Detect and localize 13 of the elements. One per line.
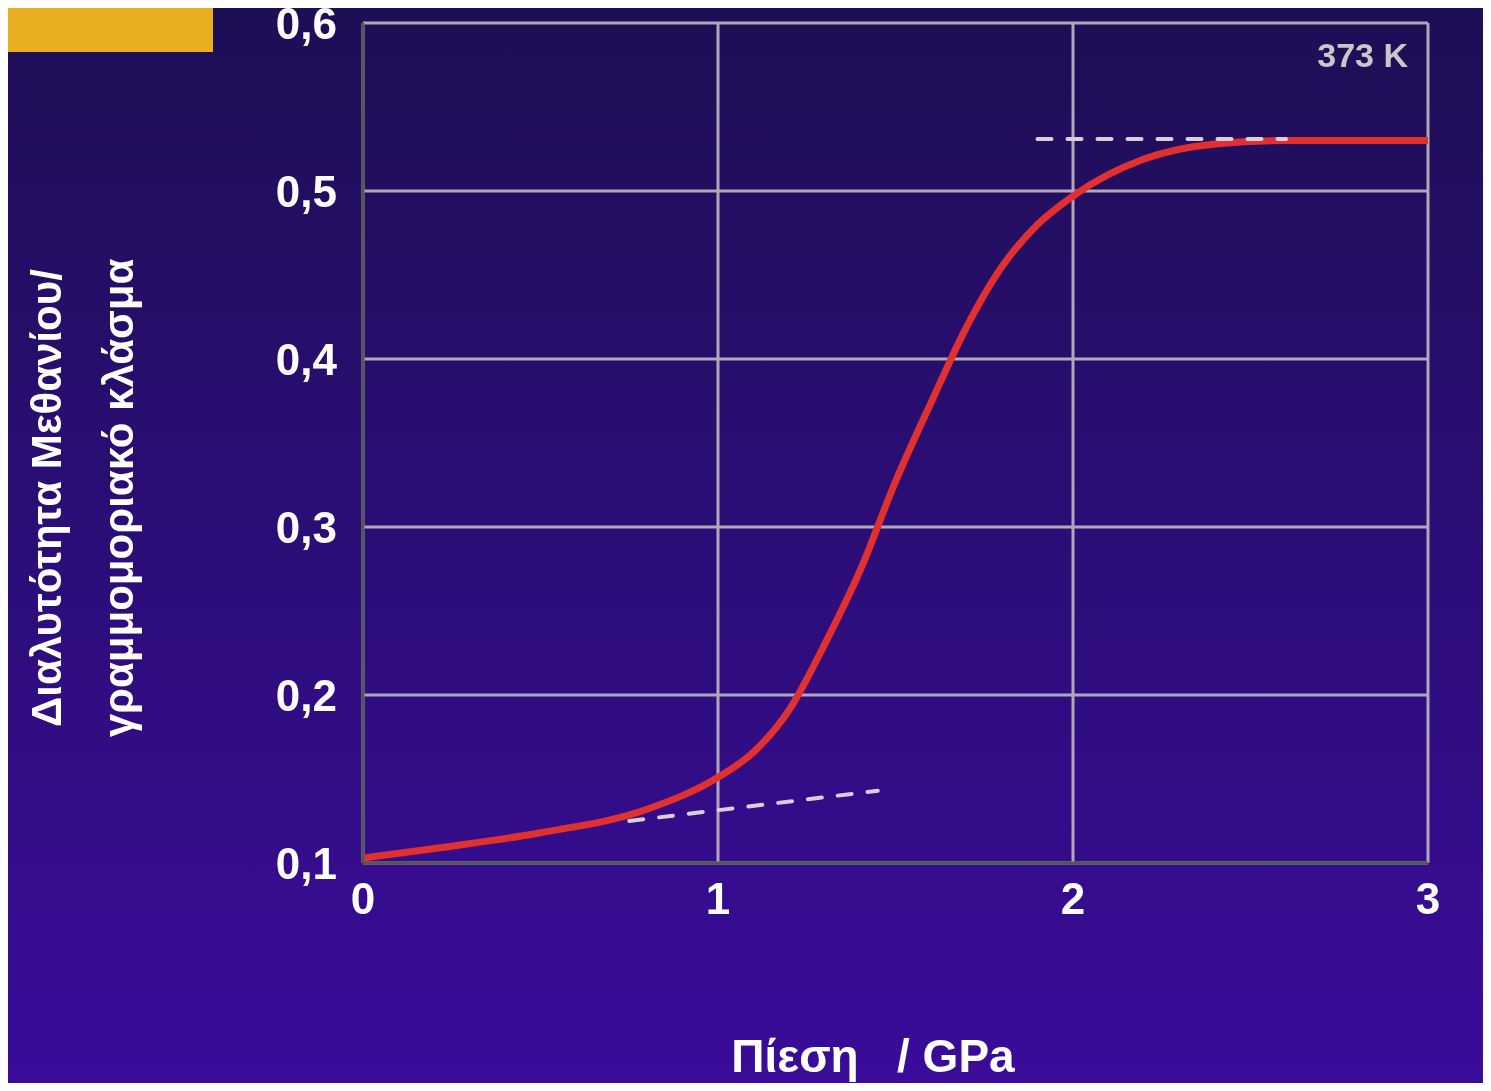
x-axis-title: Πίεση / GPa [730, 1029, 1016, 1083]
y-tick-label: 0,6 [275, 0, 337, 48]
x-tick-label: 2 [1060, 874, 1086, 924]
y-tick-label: 0,3 [275, 502, 337, 552]
x-tick-label: 3 [1415, 874, 1441, 924]
x-tick-label: 1 [705, 874, 731, 924]
y-tick-label: 0,1 [275, 838, 337, 888]
annotation: 373 K [1317, 36, 1408, 75]
y-tick-label: 0,2 [275, 670, 337, 720]
y-axis-title: Διαλυτότητα Μεθανίου/ γραμμομοριακό κλάσμα [22, 258, 143, 738]
y-tick-label: 0,5 [275, 166, 337, 216]
y-tick-label: 0,4 [275, 334, 338, 384]
x-tick-label: 0 [350, 874, 376, 924]
